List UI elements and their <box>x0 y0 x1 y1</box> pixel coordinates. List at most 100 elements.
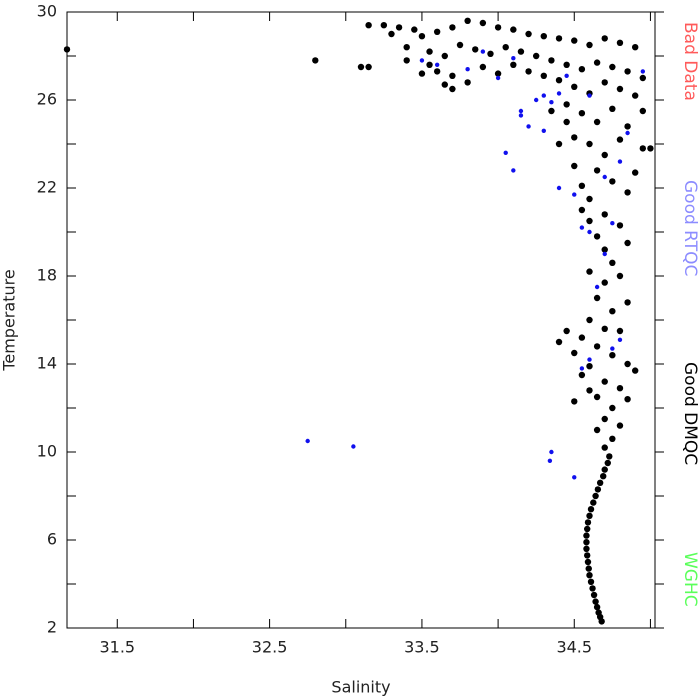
x-tick-label: 31.5 <box>99 638 135 657</box>
point <box>624 299 631 306</box>
point <box>563 101 570 108</box>
point <box>403 44 410 51</box>
point <box>449 72 456 80</box>
point <box>418 33 426 40</box>
point <box>540 33 547 40</box>
point <box>594 284 600 290</box>
point <box>357 63 365 71</box>
point <box>572 192 577 197</box>
point <box>592 492 599 500</box>
point <box>617 337 623 342</box>
point <box>624 360 631 368</box>
point <box>494 70 502 77</box>
point <box>584 525 591 533</box>
point <box>606 453 613 460</box>
point <box>449 24 456 31</box>
point <box>426 48 433 55</box>
point <box>594 486 602 493</box>
point <box>609 105 616 113</box>
point <box>441 81 448 88</box>
point <box>479 63 487 71</box>
y-tick-label: 10 <box>37 442 57 461</box>
point <box>441 52 448 60</box>
point <box>564 73 569 79</box>
point <box>533 97 539 103</box>
point <box>555 338 563 346</box>
point <box>609 435 616 442</box>
point <box>631 367 639 374</box>
point <box>465 67 470 72</box>
point <box>495 75 501 81</box>
point <box>593 59 601 66</box>
point <box>578 371 586 379</box>
point <box>586 387 593 394</box>
point <box>579 225 585 230</box>
point <box>578 334 586 341</box>
point <box>426 61 433 68</box>
point <box>616 327 624 335</box>
point <box>584 519 592 526</box>
point <box>624 396 631 403</box>
y-tick-label: 2 <box>47 618 57 637</box>
point <box>631 169 639 176</box>
point <box>586 363 593 370</box>
point <box>609 63 616 71</box>
point <box>480 49 486 54</box>
point <box>380 22 388 29</box>
point <box>609 178 616 185</box>
y-tick-label: 18 <box>37 266 57 285</box>
point <box>587 506 595 513</box>
point <box>532 52 540 60</box>
point <box>647 145 654 152</box>
point <box>610 221 615 226</box>
point <box>631 92 639 99</box>
point <box>589 585 596 592</box>
point <box>593 343 601 350</box>
point <box>592 598 599 605</box>
point <box>601 246 608 253</box>
point <box>609 352 616 359</box>
point <box>578 182 586 189</box>
point <box>511 168 516 173</box>
point <box>624 68 631 75</box>
point <box>419 58 425 63</box>
point <box>583 545 590 552</box>
point <box>525 30 532 38</box>
point <box>517 48 525 55</box>
point <box>593 233 601 240</box>
point <box>403 57 410 64</box>
point <box>395 24 403 31</box>
point <box>472 46 479 53</box>
point <box>563 118 570 126</box>
point <box>585 565 592 572</box>
y-tick-label: 14 <box>37 354 57 373</box>
point <box>572 475 577 480</box>
point <box>305 438 310 444</box>
point <box>549 100 554 105</box>
point <box>640 69 646 74</box>
point <box>616 272 624 280</box>
point <box>518 108 524 114</box>
point <box>609 308 616 315</box>
point <box>601 444 608 451</box>
point <box>587 229 592 235</box>
point <box>584 552 591 559</box>
point <box>590 591 598 599</box>
point <box>624 123 631 130</box>
point <box>555 35 563 42</box>
point <box>571 134 578 141</box>
point <box>616 222 624 229</box>
point <box>601 35 608 42</box>
point <box>616 85 624 93</box>
y-tick-label: 26 <box>37 90 57 109</box>
point <box>418 70 426 77</box>
point <box>434 62 440 67</box>
point <box>601 325 608 332</box>
point <box>411 26 418 33</box>
point <box>583 532 590 539</box>
point <box>548 57 555 64</box>
point <box>563 327 570 335</box>
point <box>593 603 601 611</box>
point <box>584 558 592 566</box>
